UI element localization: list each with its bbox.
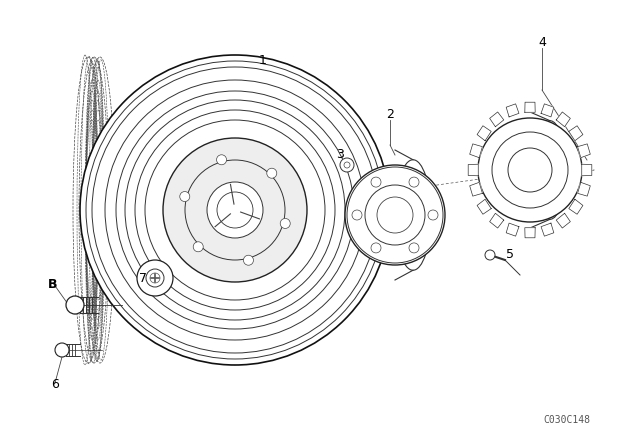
Polygon shape	[578, 182, 590, 196]
Polygon shape	[556, 112, 570, 127]
Circle shape	[180, 192, 190, 202]
Polygon shape	[569, 199, 583, 214]
Circle shape	[352, 210, 362, 220]
Circle shape	[409, 177, 419, 187]
Circle shape	[163, 138, 307, 282]
Polygon shape	[525, 228, 535, 238]
Circle shape	[55, 343, 69, 357]
Circle shape	[146, 269, 164, 287]
Polygon shape	[582, 164, 592, 176]
Polygon shape	[578, 144, 590, 158]
Text: 3: 3	[336, 148, 344, 161]
Polygon shape	[506, 223, 519, 236]
Circle shape	[207, 182, 263, 238]
Circle shape	[371, 177, 381, 187]
Polygon shape	[470, 144, 483, 158]
Circle shape	[137, 260, 173, 296]
Text: 6: 6	[51, 379, 59, 392]
Circle shape	[243, 255, 253, 265]
Polygon shape	[477, 126, 491, 141]
Circle shape	[478, 118, 582, 222]
Circle shape	[409, 243, 419, 253]
Circle shape	[345, 165, 445, 265]
Circle shape	[428, 210, 438, 220]
Polygon shape	[470, 182, 483, 196]
Circle shape	[66, 296, 84, 314]
Circle shape	[80, 55, 390, 365]
Text: 2: 2	[386, 108, 394, 121]
Polygon shape	[556, 213, 570, 228]
Circle shape	[267, 168, 276, 178]
Circle shape	[193, 242, 204, 252]
Circle shape	[340, 158, 354, 172]
Text: 7: 7	[139, 271, 147, 284]
Circle shape	[365, 185, 425, 245]
Circle shape	[371, 243, 381, 253]
Circle shape	[485, 250, 495, 260]
Circle shape	[508, 148, 552, 192]
Circle shape	[280, 219, 290, 228]
Circle shape	[216, 155, 227, 165]
Polygon shape	[506, 104, 519, 117]
Polygon shape	[468, 164, 478, 176]
Text: 4: 4	[538, 35, 546, 48]
Ellipse shape	[395, 160, 431, 270]
Polygon shape	[525, 102, 535, 112]
Text: 5: 5	[506, 249, 514, 262]
Text: B: B	[48, 279, 58, 292]
Text: C030C148: C030C148	[543, 415, 590, 425]
Polygon shape	[477, 199, 491, 214]
Polygon shape	[541, 104, 554, 117]
Polygon shape	[490, 213, 504, 228]
Text: 1: 1	[259, 53, 267, 66]
Polygon shape	[541, 223, 554, 236]
Polygon shape	[569, 126, 583, 141]
Ellipse shape	[534, 121, 566, 220]
Polygon shape	[490, 112, 504, 127]
